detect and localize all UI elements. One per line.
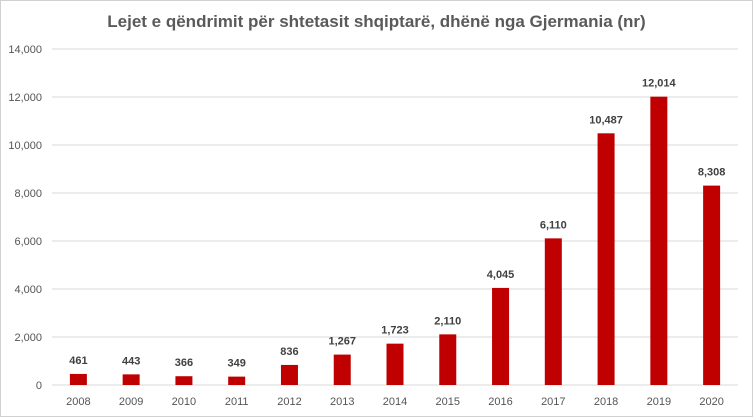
bar (386, 343, 404, 385)
data-label: 443 (122, 355, 140, 367)
gridlines (52, 48, 738, 386)
bar (122, 374, 140, 385)
x-tick-label: 2013 (330, 396, 354, 408)
bar (703, 185, 721, 385)
bar (333, 354, 351, 385)
data-label: 461 (69, 355, 87, 367)
data-label: 349 (228, 358, 246, 370)
y-tick-label: 0 (36, 380, 42, 392)
bar (544, 238, 562, 385)
y-tick-label: 12,000 (8, 92, 42, 104)
data-label: 366 (175, 357, 193, 369)
bar (280, 364, 298, 385)
data-label: 836 (280, 346, 298, 358)
x-tick-label: 2020 (699, 396, 723, 408)
data-label: 12,014 (642, 78, 677, 90)
x-tick-label: 2015 (436, 396, 460, 408)
y-tick-label: 4,000 (14, 284, 42, 296)
bar (228, 376, 246, 385)
bar (650, 96, 668, 385)
x-tick-label: 2016 (488, 396, 512, 408)
x-tick-label: 2012 (277, 396, 301, 408)
x-tick-label: 2010 (172, 396, 196, 408)
data-labels: 461 443 366 349 836 1,267 1,723 2,110 4,045 6,110… (69, 78, 725, 370)
bar (439, 334, 457, 385)
x-tick-label: 2019 (647, 396, 671, 408)
data-label: 2,110 (434, 315, 461, 327)
x-tick-label: 2011 (225, 396, 249, 408)
y-tick-label: 8,000 (14, 188, 42, 200)
y-tick-label: 10,000 (8, 140, 42, 152)
y-tick-label: 2,000 (14, 332, 42, 344)
data-label: 6,110 (540, 219, 567, 231)
x-tick-label: 2014 (383, 396, 407, 408)
bar (175, 376, 193, 385)
y-axis-ticks: 0 2,000 4,000 6,000 8,000 10,000 12,000 14,000 (8, 44, 42, 392)
x-axis-ticks: 2008 2009 2010 2011 2012 2013 2014 2015 2016 2017… (66, 396, 724, 408)
data-label: 1,723 (381, 325, 409, 337)
data-label: 8,308 (698, 167, 726, 179)
data-label: 1,267 (328, 336, 356, 348)
x-tick-label: 2018 (594, 396, 618, 408)
bar (69, 373, 87, 385)
chart-title: Lejet e qëndrimit për shtetasit shqiptar… (107, 12, 646, 31)
x-tick-label: 2008 (66, 396, 90, 408)
x-tick-label: 2017 (541, 396, 565, 408)
bar (492, 287, 510, 385)
bar (597, 133, 615, 385)
y-tick-label: 14,000 (8, 44, 42, 56)
x-tick-label: 2009 (119, 396, 143, 408)
bars (69, 96, 721, 385)
data-label: 4,045 (487, 269, 515, 281)
y-tick-label: 6,000 (14, 236, 42, 248)
data-label: 10,487 (589, 114, 623, 126)
